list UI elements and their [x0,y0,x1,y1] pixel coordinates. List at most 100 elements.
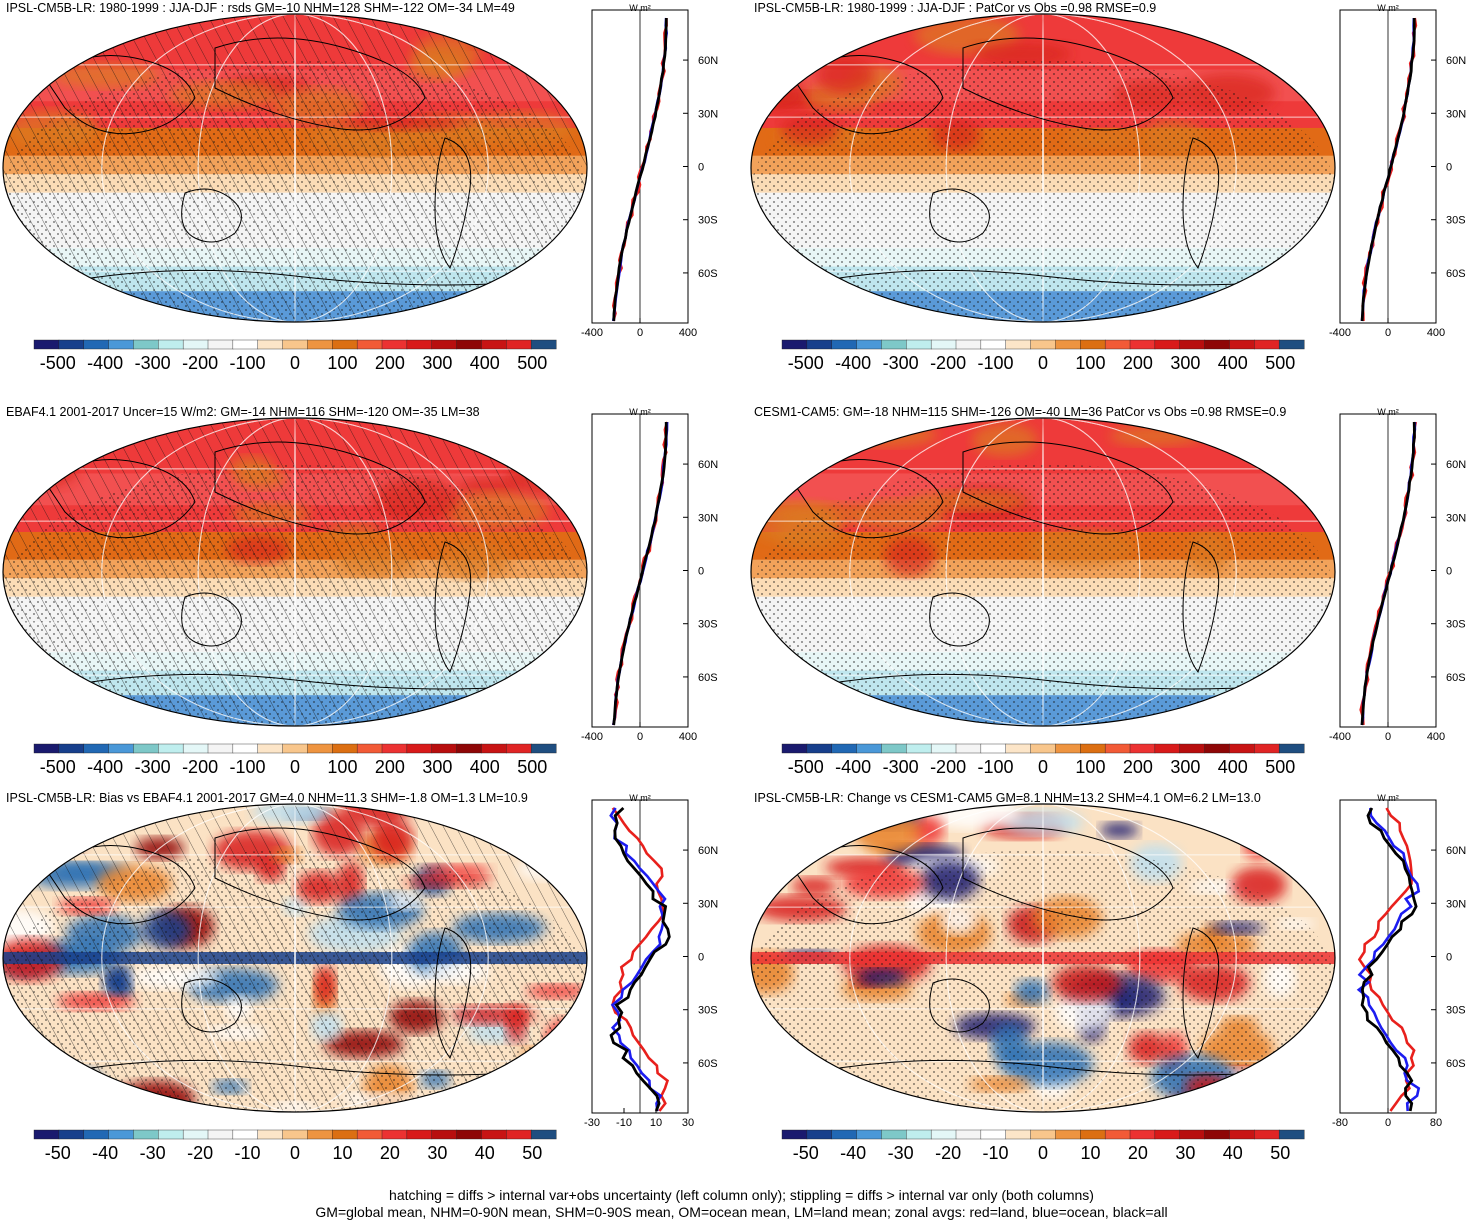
colorbar-tick-label: 20 [1128,1143,1148,1163]
colorbar-swatch [58,1129,85,1140]
colorbar-swatch [1278,339,1305,350]
colorbar-swatch [980,339,1007,350]
zonal-curve [612,17,668,322]
unit-label: W m² [629,407,651,417]
colorbar-swatch [406,1129,433,1140]
colorbar-swatch [33,339,60,350]
colorbar-tick-label: -20 [935,1143,961,1163]
colorbar-tick-label: -200 [930,757,966,777]
colorbar-swatch [1129,339,1156,350]
colorbar-swatch [356,743,383,754]
continent-outline [434,137,472,270]
colorbar-swatch [530,339,557,350]
lat-tick-label: 60N [698,845,718,857]
lat-tick-label: 60S [698,1058,718,1070]
colorbar-swatch [806,339,833,350]
colorbar-tick-label: 300 [1170,353,1200,373]
colorbar-swatch [1005,339,1032,350]
lat-tick-label: 0 [698,566,704,578]
map-blob [81,1083,129,1112]
colorbar-tick-label: 0 [1038,353,1048,373]
colorbar-swatch [1080,339,1106,350]
graticule [751,14,1335,322]
colorbar-swatch [1030,743,1056,754]
colorbar-tick-label: -400 [87,757,123,777]
panel-title: IPSL-CM5B-LR: Change vs CESM1-CAM5 GM=8.… [754,791,1261,805]
colorbar-tick-label: -300 [883,353,919,373]
panel-p5: IPSL-CM5B-LR: Bias vs EBAF4.1 2001-2017 … [2,791,718,1163]
colorbar-swatch [980,743,1007,754]
continent-outline [962,827,1174,921]
panel-p2: IPSL-CM5B-LR: 1980-1999 : JJA-DJF : PatC… [750,1,1466,373]
colorbar-swatch [307,1129,333,1140]
colorbar-swatch [781,743,808,754]
colorbar-tick-label: 0 [290,1143,300,1163]
zonal-curve [1360,17,1416,322]
lat-tick-label: 0 [1446,952,1452,964]
continent-outline [1182,137,1220,270]
lat-tick-label: 30S [1446,1005,1466,1017]
colorbar: -50 -40 -30 -20 -10 0 10 20 30 40 50 [781,1129,1305,1163]
map-border [2,417,588,727]
longitude-line [294,418,296,726]
colorbar-swatch [955,339,982,350]
colorbar-tick-label: -50 [793,1143,819,1163]
x-tick-label: 0 [1385,1117,1391,1129]
longitude-line [849,418,1237,726]
zonal-mean-plot: W m² -30 -10 10 30 60N 30N 0 30S 60S [584,793,718,1129]
map-blob [1109,425,1203,446]
lat-tick-label: 60N [698,55,718,67]
colorbar-swatch [1154,1129,1181,1140]
map-blob [791,877,837,896]
colorbar-tick-label: 200 [375,353,405,373]
colorbar-tick-label: -100 [230,757,266,777]
colorbar-swatch [406,743,433,754]
colorbar-tick-label: -500 [788,353,824,373]
panel-p3: EBAF4.1 2001-2017 Uncer=15 W/m2: GM=-14 … [2,405,718,777]
colorbar-tick-label: 0 [290,353,300,373]
map-blob [777,1063,811,1092]
colorbar-swatch [133,743,159,754]
colorbar-tick-label: 20 [380,1143,400,1163]
x-tick-label: 400 [679,327,697,339]
continent-outline [434,927,472,1060]
zonal-curve [612,421,668,726]
colorbar-tick-label: -300 [135,353,171,373]
colorbar-swatch [257,743,284,754]
colorbar-tick-label: -50 [45,1143,71,1163]
colorbar-swatch [332,743,358,754]
colorbar-swatch [1179,1129,1206,1140]
colorbar-swatch [1254,743,1280,754]
continent-outline [214,37,426,131]
longitude-line [294,804,296,1112]
colorbar-tick-label: 300 [1170,757,1200,777]
colorbar-swatch [906,339,932,350]
map-border [750,803,1336,1113]
colorbar-swatch [332,339,358,350]
colorbar-tick-label: -20 [187,1143,213,1163]
colorbar-swatch [856,1129,882,1140]
coastlines [44,827,536,1077]
continent-outline [44,1059,536,1077]
continent-outline [44,55,196,135]
map-blob [1312,1050,1335,1071]
map-blob [751,78,806,113]
continent-outline [1182,927,1220,1060]
x-tick-label: 30 [682,1117,694,1129]
lat-tick-label: 60S [1446,1058,1466,1070]
colorbar-tick-label: -100 [978,353,1014,373]
panel-title: IPSL-CM5B-LR: 1980-1999 : JJA-DJF : rsds… [6,1,515,15]
graticule [751,418,1335,726]
panel-title: CESM1-CAM5: GM=-18 NHM=115 SHM=-126 OM=-… [754,405,1286,419]
continent-outline [929,188,990,243]
colorbar-tick-label: 40 [1223,1143,1243,1163]
colorbar-tick-label: 400 [470,353,500,373]
colorbar-swatch [282,743,308,754]
colorbar-swatch [1030,1129,1056,1140]
colorbar-swatch [83,743,110,754]
continent-outline [44,673,536,691]
colorbar-tick-label: 100 [327,757,357,777]
colorbar-swatch [881,1129,907,1140]
continent-outline [181,978,242,1033]
x-tick-label: 400 [1427,327,1445,339]
